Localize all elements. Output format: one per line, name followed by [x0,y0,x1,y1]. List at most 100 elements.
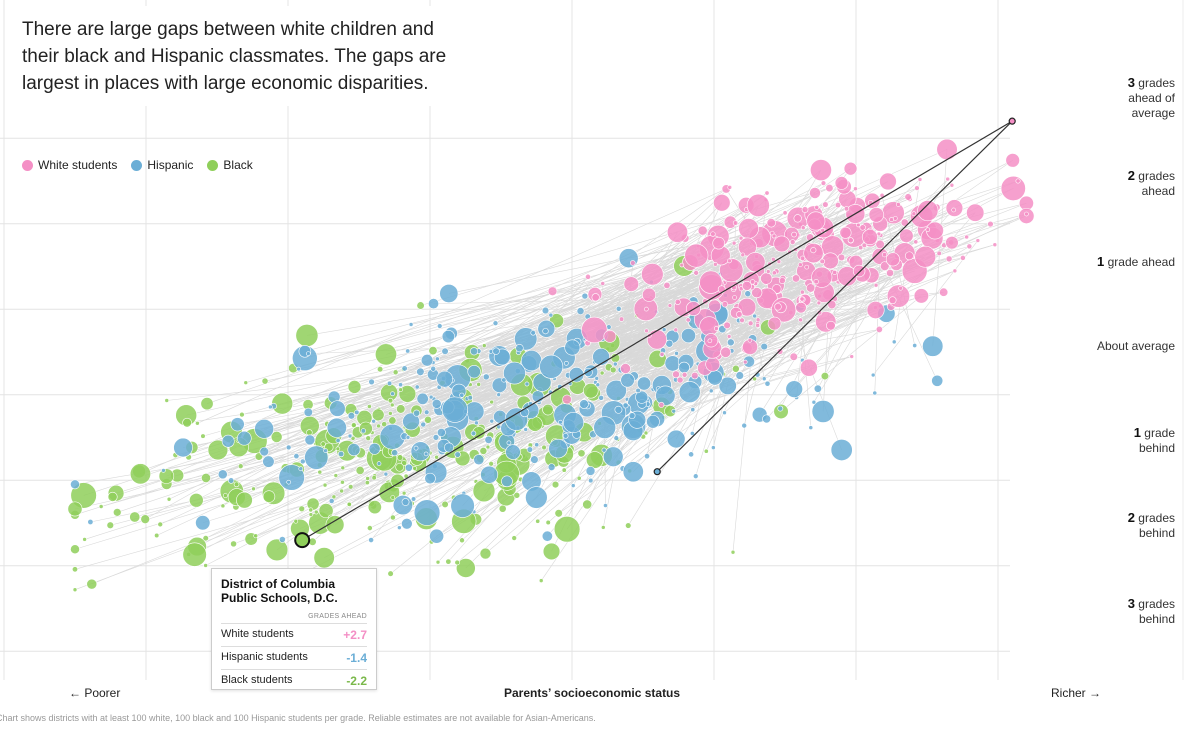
hispanic-student-dot [416,392,429,405]
black-student-dot [207,439,229,461]
white-student-dot [800,225,806,231]
hispanic-student-dot [354,409,360,415]
white-student-dot [789,352,798,361]
legend-swatch-white [22,159,33,171]
hispanic-student-dot [360,428,366,434]
white-student-dot [945,255,953,263]
tooltip-row-label: Black students [221,674,293,686]
black-student-dot [365,435,372,441]
white-student-dot [603,329,617,343]
hispanic-student-dot [489,418,495,424]
black-student-dot [435,559,441,565]
black-student-dot [398,385,417,403]
hispanic-student-dot [299,458,306,465]
hispanic-student-dot [254,419,274,439]
hispanic-student-dot [735,371,744,380]
hispanic-student-dot [221,434,235,448]
white-student-dot [819,258,826,265]
black-student-dot [583,383,599,399]
hispanic-student-dot [467,364,481,379]
white-student-dot [914,245,937,268]
district-link [627,204,826,526]
black-student-dot [72,587,78,592]
black-student-dot [542,542,561,561]
white-student-dot [738,235,744,241]
white-student-dot [798,317,803,323]
hispanic-student-dot [408,322,414,327]
white-student-dot [693,270,699,276]
white-student-dot [939,287,949,297]
white-student-dot [843,161,858,176]
black-student-dot [129,463,151,485]
white-student-dot [913,288,929,304]
hispanic-student-dot [741,422,748,429]
black-student-dot [70,482,97,509]
black-student-dot [390,473,405,488]
white-student-dot [992,242,998,248]
white-student-dot [676,376,684,384]
hispanic-student-dot [470,430,477,437]
black-student-dot [350,435,356,441]
hispanic-student-dot [488,349,494,354]
hispanic-student-dot [259,446,270,457]
black-student-dot [203,563,208,568]
hispanic-student-dot [413,499,441,526]
white-student-dot [925,227,931,232]
hispanic-student-dot [681,328,696,344]
black-student-dot [485,444,491,450]
hispanic-student-dot [368,442,381,455]
hispanic-student-dot [420,354,434,367]
white-student-dot [705,356,721,372]
hispanic-student-dot [414,384,420,390]
black-student-dot [375,343,397,366]
black-student-dot [390,514,396,521]
white-student-dot [837,253,846,262]
white-student-dot [738,218,759,239]
hispanic-student-dot [410,441,431,462]
black-student-dot [445,558,452,565]
hispanic-student-dot [718,376,737,395]
white-student-dot [641,263,664,286]
hispanic-student-dot [237,430,252,446]
hispanic-student-dot [568,367,585,383]
black-student-dot [428,346,438,356]
white-student-dot [731,240,737,246]
white-student-dot [562,394,572,405]
white-student-dot [896,202,901,207]
tooltip-row-white: White students +2.7 [221,623,367,646]
white-student-dot [714,326,719,331]
black-student-dot [752,376,757,382]
black-student-dot [511,535,517,541]
black-student-dot [223,493,228,498]
white-student-dot [839,226,852,239]
black-student-dot [166,496,172,502]
hispanic-student-dot [347,443,361,457]
black-student-dot [351,422,357,428]
hispanic-student-dot [503,361,526,385]
hispanic-student-dot [564,339,581,356]
white-student-dot [663,281,671,289]
highlighted-district [294,117,1016,549]
hispanic-student-dot [496,392,502,397]
hispanic-student-dot [541,530,553,542]
hispanic-student-dot [230,417,245,432]
hispanic-student-dot [581,292,589,300]
white-student-dot [760,272,773,285]
white-student-dot [806,283,816,293]
y-label-3-ahead: 3 grades ahead of average [1127,75,1175,120]
black-student-dot [392,369,399,376]
white-student-dot [797,262,803,268]
y-label-3-behind: 3 grades behind [1127,596,1175,626]
white-student-dot [834,202,842,209]
tooltip-header: GRADES AHEAD [308,613,367,620]
black-student-dot [398,387,403,393]
black-student-dot [71,566,79,573]
black-student-dot [376,423,381,429]
black-student-dot [441,500,449,509]
white-student-dot [713,262,718,267]
white-student-dot [620,363,631,374]
white-student-dot [739,317,745,323]
hispanic-student-dot [646,414,660,429]
black-student-dot [367,404,372,409]
hispanic-student-dot [296,366,301,372]
